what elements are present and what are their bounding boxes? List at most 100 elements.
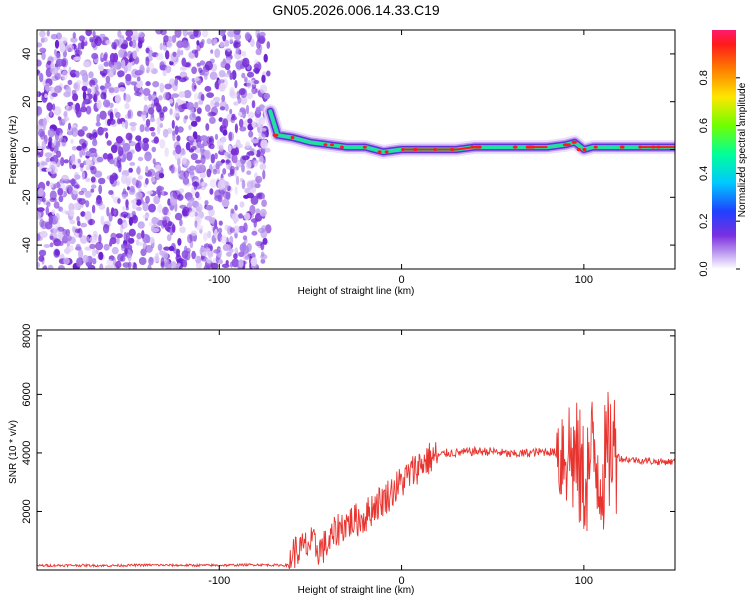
noise-blob	[201, 181, 205, 187]
snr-y-label: SNR (10 * v/v)	[8, 420, 19, 484]
x-tick-label: 100	[575, 575, 593, 587]
noise-blob	[72, 32, 77, 39]
noise-blob	[224, 63, 231, 71]
noise-blob	[191, 181, 200, 187]
noise-blob	[266, 70, 271, 77]
noise-blob	[221, 263, 230, 268]
noise-blob	[163, 246, 171, 251]
noise-blob	[127, 261, 132, 269]
noise-blob	[77, 220, 81, 227]
noise-blob	[37, 70, 41, 75]
spectrogram-y-ticks: -40 -20 0 20 40	[21, 48, 675, 253]
noise-blob	[250, 38, 255, 47]
noise-blob	[47, 141, 52, 149]
noise-blob	[196, 224, 204, 231]
noise-blob	[184, 115, 189, 120]
noise-blob	[123, 231, 128, 242]
noise-blob	[208, 137, 213, 143]
noise-blob	[95, 84, 99, 92]
noise-blob	[241, 72, 246, 79]
noise-blob	[55, 213, 60, 222]
noise-blob	[109, 52, 116, 63]
noise-blob	[142, 201, 149, 212]
noise-blob	[90, 188, 95, 193]
noise-blob	[176, 135, 181, 142]
noise-blob	[139, 124, 145, 133]
colorbar-gradient	[712, 30, 736, 269]
noise-blob	[54, 39, 60, 49]
ridge-spot	[477, 145, 482, 149]
noise-blob	[185, 141, 191, 151]
noise-blob	[128, 216, 133, 226]
noise-blob	[257, 227, 266, 234]
noise-blob	[259, 84, 268, 94]
ridge-spot	[593, 145, 598, 149]
noise-blob	[242, 235, 248, 241]
noise-blob	[77, 129, 85, 137]
noise-blob	[144, 151, 152, 162]
noise-blob	[205, 123, 210, 131]
noise-blob	[98, 251, 104, 261]
noise-blob	[125, 30, 133, 38]
noise-blob	[179, 127, 184, 133]
noise-blob	[49, 147, 54, 152]
noise-blob	[194, 101, 199, 109]
noise-blob	[48, 214, 53, 225]
noise-blob	[39, 218, 45, 228]
noise-blob	[253, 149, 258, 155]
noise-blob	[221, 60, 226, 67]
noise-blob	[121, 59, 126, 69]
noise-blob	[180, 66, 187, 71]
noise-blob	[92, 30, 96, 37]
noise-blob	[63, 111, 68, 118]
noise-blob	[113, 209, 117, 216]
noise-blob	[257, 122, 262, 128]
noise-blob	[128, 228, 136, 237]
noise-blob	[152, 94, 157, 100]
noise-blob	[91, 184, 97, 189]
noise-blob	[136, 199, 142, 206]
y-tick-label: 6000	[21, 382, 33, 406]
ridge-spot	[323, 143, 328, 147]
noise-blob	[194, 116, 201, 122]
noise-blob	[39, 72, 44, 83]
ridge-spot	[577, 148, 581, 151]
noise-blob	[118, 87, 126, 92]
noise-blob	[63, 159, 69, 164]
noise-blob	[231, 113, 236, 119]
noise-blob	[146, 190, 154, 195]
noise-blob	[82, 79, 89, 87]
noise-blob	[138, 175, 143, 180]
noise-blob	[229, 235, 234, 245]
noise-blob	[196, 62, 201, 67]
ridge-spot	[377, 150, 382, 154]
noise-blob	[154, 171, 161, 181]
noise-blob	[239, 126, 247, 132]
ridge-spot	[528, 145, 533, 149]
noise-blob	[233, 253, 238, 260]
noise-blob	[78, 190, 85, 196]
noise-blob	[241, 163, 245, 173]
noise-blob	[100, 215, 105, 225]
noise-blob	[145, 56, 150, 67]
noise-blob	[49, 197, 57, 202]
noise-blob	[183, 170, 190, 178]
noise-blob	[188, 135, 195, 141]
noise-blob	[128, 57, 133, 63]
noise-blob	[148, 93, 152, 102]
noise-blob	[71, 178, 76, 187]
noise-blob	[129, 122, 137, 127]
noise-blob	[65, 85, 72, 96]
noise-blob	[65, 184, 73, 194]
noise-blob	[122, 221, 128, 229]
noise-blob	[256, 39, 261, 50]
noise-blob	[141, 230, 145, 239]
noise-blob	[169, 98, 174, 104]
noise-blob	[46, 180, 50, 187]
colorbar-label: Normalized spectral amplitude	[737, 82, 748, 217]
noise-blob	[246, 243, 252, 252]
noise-blob	[186, 31, 195, 36]
noise-blob	[251, 159, 259, 164]
noise-blob	[148, 203, 156, 213]
noise-blob	[207, 111, 216, 117]
